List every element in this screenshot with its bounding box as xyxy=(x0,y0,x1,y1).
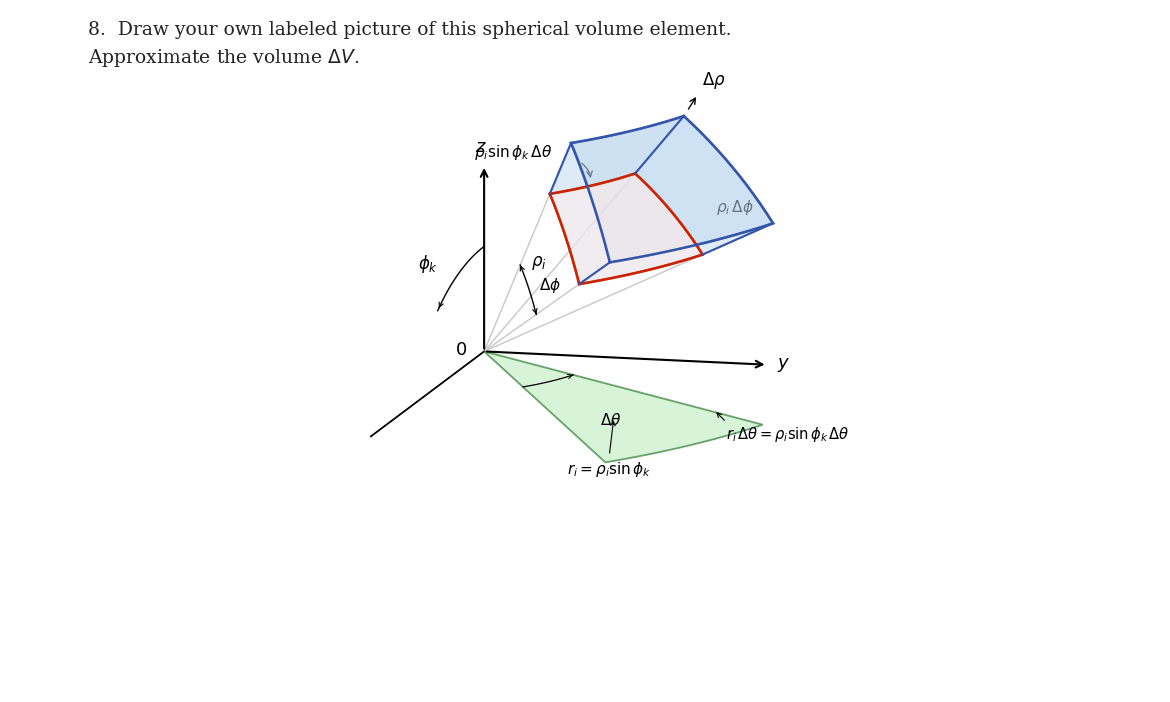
Text: $z$: $z$ xyxy=(475,138,487,156)
Text: $\rho_i \sin\phi_k\,\Delta\theta$: $\rho_i \sin\phi_k\,\Delta\theta$ xyxy=(475,143,552,162)
Text: $\Delta\rho$: $\Delta\rho$ xyxy=(702,69,727,91)
Polygon shape xyxy=(571,116,773,263)
Text: $\Delta\phi$: $\Delta\phi$ xyxy=(539,275,560,295)
Polygon shape xyxy=(550,116,683,194)
Polygon shape xyxy=(550,143,610,284)
Polygon shape xyxy=(484,352,763,463)
Text: $\phi_k$: $\phi_k$ xyxy=(418,253,438,275)
Text: 8.  Draw your own labeled picture of this spherical volume element.
Approximate : 8. Draw your own labeled picture of this… xyxy=(88,21,731,69)
Polygon shape xyxy=(550,173,702,284)
Polygon shape xyxy=(635,116,773,255)
Text: $\rho_i\,\Delta\phi$: $\rho_i\,\Delta\phi$ xyxy=(716,198,753,217)
Text: $\rho_i$: $\rho_i$ xyxy=(531,254,546,272)
Text: $r_i = \rho_i\sin\phi_k$: $r_i = \rho_i\sin\phi_k$ xyxy=(567,461,652,479)
Text: $y$: $y$ xyxy=(777,356,790,373)
Text: $\Delta\theta$: $\Delta\theta$ xyxy=(600,413,621,428)
Polygon shape xyxy=(579,223,773,284)
Text: $r_i\,\Delta\theta = \rho_i\sin\phi_k\,\Delta\theta$: $r_i\,\Delta\theta = \rho_i\sin\phi_k\,\… xyxy=(727,425,849,444)
Text: $0$: $0$ xyxy=(455,341,467,359)
